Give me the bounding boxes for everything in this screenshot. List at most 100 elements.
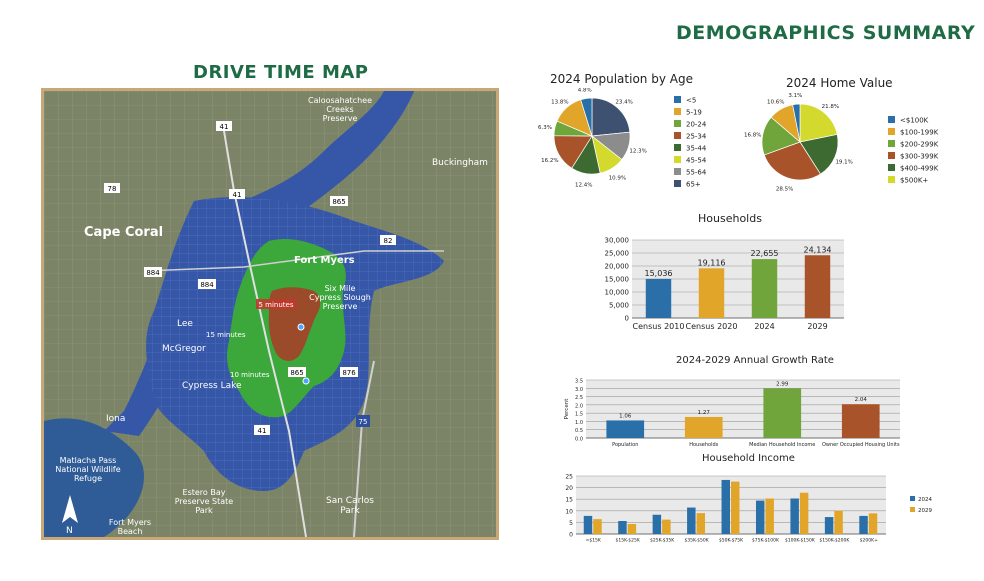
legend-swatch — [888, 176, 895, 183]
x-tick-label: Households — [689, 442, 718, 448]
bar — [755, 500, 765, 534]
y-tick-label: 2.5 — [575, 395, 583, 401]
road-shields: 41 78 41 865 82 884 884 865 876 41 75 — [104, 121, 396, 435]
legend-swatch — [674, 180, 681, 187]
map-label-fort-myers-beach: Fort Myers Beach — [109, 518, 151, 536]
site-pin[interactable] — [297, 323, 305, 331]
chart-title-households: Households — [698, 212, 762, 225]
chart-title-population-age: 2024 Population by Age — [550, 72, 693, 86]
pie-data-label: 3.1% — [788, 93, 802, 99]
y-tick-label: 0.0 — [575, 437, 583, 443]
bar-value-label: 2.04 — [855, 397, 868, 403]
pie-slice — [799, 134, 839, 175]
x-tick-label: Census 2010 — [633, 322, 685, 331]
bar — [627, 524, 637, 534]
y-tick-label: 1.0 — [575, 420, 583, 426]
bar — [698, 268, 725, 318]
x-tick-label: $100K-$150K — [785, 538, 816, 544]
bar-chart-income: 0510152025Percent<$15K$15K-$25K$25K-$35K… — [565, 474, 932, 544]
x-tick-label: $200K+ — [860, 538, 878, 544]
map-label-caloosahatchee: Caloosahatchee Creeks Preserve — [308, 96, 372, 123]
legend-label: $400-499K — [900, 165, 939, 173]
map-label-cape-coral: Cape Coral — [84, 225, 163, 240]
svg-text:82: 82 — [384, 237, 393, 245]
x-tick-label: Owner Occupied Housing Units — [822, 442, 900, 448]
x-tick-label: <$15K — [586, 538, 602, 544]
svg-text:884: 884 — [200, 281, 214, 289]
map-label-six-mile: Six Mile Cypress Slough Preserve — [309, 284, 371, 311]
legend-label: 2024 — [918, 497, 932, 503]
bar — [731, 481, 740, 534]
svg-text:884: 884 — [146, 269, 160, 277]
pie-data-label: 16.2% — [541, 158, 558, 164]
svg-text:876: 876 — [342, 369, 356, 377]
x-tick-label: Median Household Income — [749, 442, 815, 448]
x-tick-label: $15K-$25K — [616, 538, 641, 544]
pie-data-label: 23.4% — [615, 99, 632, 105]
bar — [696, 513, 706, 534]
legend-swatch — [888, 128, 895, 135]
bar — [687, 507, 696, 534]
svg-text:41: 41 — [233, 191, 242, 199]
map-label-san-carlos: San Carlos Park — [326, 496, 374, 516]
chart-title-income: Household Income — [702, 453, 795, 464]
legend-label: 35-44 — [686, 145, 707, 153]
y-tick-label: 5 — [569, 520, 573, 527]
bar — [721, 479, 730, 534]
bar — [790, 498, 799, 534]
map-label-mcgregor: McGregor — [162, 344, 206, 354]
y-tick-label: 1.5 — [575, 412, 583, 418]
legend-swatch — [674, 108, 681, 115]
drive-time-map[interactable]: N Caloosahatchee Creeks Preserve Buckingha… — [41, 88, 499, 540]
legend-label: <5 — [686, 97, 696, 105]
legend-swatch — [674, 156, 681, 163]
svg-text:865: 865 — [290, 369, 303, 377]
svg-text:865: 865 — [332, 198, 345, 206]
legend-swatch — [888, 140, 895, 147]
x-tick-label: Population — [612, 442, 638, 448]
bar-value-label: 22,655 — [751, 249, 779, 258]
map-label-cypress-lake: Cypress Lake — [182, 381, 242, 391]
bar-value-label: 2.99 — [776, 381, 789, 387]
legend-label: 25-34 — [686, 133, 707, 141]
legend-label: $200-299K — [900, 141, 939, 149]
y-tick-label: 2.0 — [575, 403, 583, 409]
map-label-matlacha: Matlacha Pass National Wildlife Refuge — [55, 456, 120, 483]
bar — [662, 519, 671, 534]
pie-data-label: 16.8% — [744, 132, 761, 138]
x-tick-label: $75K-$100K — [752, 538, 780, 544]
pie-slice — [799, 103, 838, 143]
y-tick-label: 0 — [625, 315, 629, 323]
legend-swatch — [888, 152, 895, 159]
map-label-fort-myers: Fort Myers — [294, 255, 355, 266]
bar — [583, 515, 593, 534]
y-tick-label: 10,000 — [605, 289, 630, 297]
x-tick-label: Census 2020 — [686, 322, 738, 331]
svg-text:41: 41 — [258, 427, 267, 435]
pie-slice — [580, 97, 593, 137]
site-pin-2[interactable] — [302, 377, 310, 385]
bar — [645, 278, 672, 318]
legend-swatch — [910, 496, 915, 501]
bar — [799, 492, 809, 534]
bar-chart-households: 0 5,000 10,000 15,000 20,000 25,000 30,000 15,0… — [605, 237, 844, 331]
legend-label: 20-24 — [686, 121, 707, 129]
x-tick-label: 2024 — [754, 322, 774, 331]
legend-label: 2029 — [918, 508, 932, 514]
pie-data-label: 28.5% — [776, 186, 793, 192]
y-tick-label: 10 — [565, 508, 573, 515]
legend-swatch — [674, 144, 681, 151]
pie-data-label: 10.9% — [609, 176, 626, 182]
chart-title-home-value: 2024 Home Value — [786, 76, 893, 90]
y-axis-label: Percent — [564, 398, 570, 420]
ring-15-label: 15 minutes — [206, 331, 246, 339]
page-title: DEMOGRAPHICS SUMMARY — [676, 22, 976, 44]
legend-label: $100-199K — [900, 129, 939, 137]
pie-data-label: 21.8% — [822, 104, 839, 110]
svg-text:41: 41 — [220, 123, 229, 131]
ring-10-label: 10 minutes — [230, 371, 270, 379]
x-tick-label: $35K-$50K — [684, 538, 709, 544]
y-tick-label: 15 — [565, 497, 573, 504]
y-tick-label: 3.5 — [575, 379, 583, 385]
map-label-estero: Estero Bay Preserve State Park — [175, 488, 234, 515]
